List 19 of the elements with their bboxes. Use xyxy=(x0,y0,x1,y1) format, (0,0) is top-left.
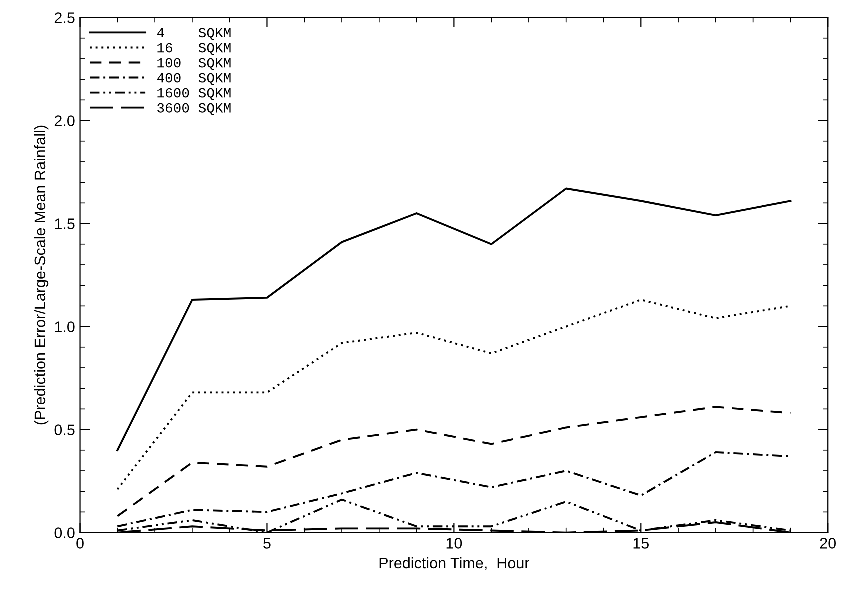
legend-label: 1600 SQKM xyxy=(158,88,231,100)
y-tick-label: 1.0 xyxy=(55,322,75,332)
x-tick-label: 15 xyxy=(634,538,649,549)
legend-label: 100 SQKM xyxy=(158,58,231,70)
x-tick-label: 5 xyxy=(264,538,271,549)
y-tick-label: 1.5 xyxy=(55,218,75,230)
x-axis-title: Prediction Time, Hour xyxy=(380,557,530,570)
legend-label: 3600 SQKM xyxy=(158,103,231,116)
y-tick-label: 2.0 xyxy=(54,116,75,126)
x-tick-label: 10 xyxy=(446,538,462,549)
legend-label: 400 SQKM xyxy=(157,73,231,86)
x-tick-label: 0 xyxy=(76,538,84,549)
y-tick-label: 0.0 xyxy=(54,528,75,538)
legend-label: 16 SQKM xyxy=(158,43,231,56)
y-tick-label: 2.5 xyxy=(54,12,75,24)
y-tick-label: 0.5 xyxy=(54,424,75,436)
x-tick-label: 20 xyxy=(820,538,836,549)
y-axis-title: (Prediction Error/Large-Scale Mean Rainfall) xyxy=(34,126,49,425)
legend-label: 4 SQKM xyxy=(157,28,231,40)
